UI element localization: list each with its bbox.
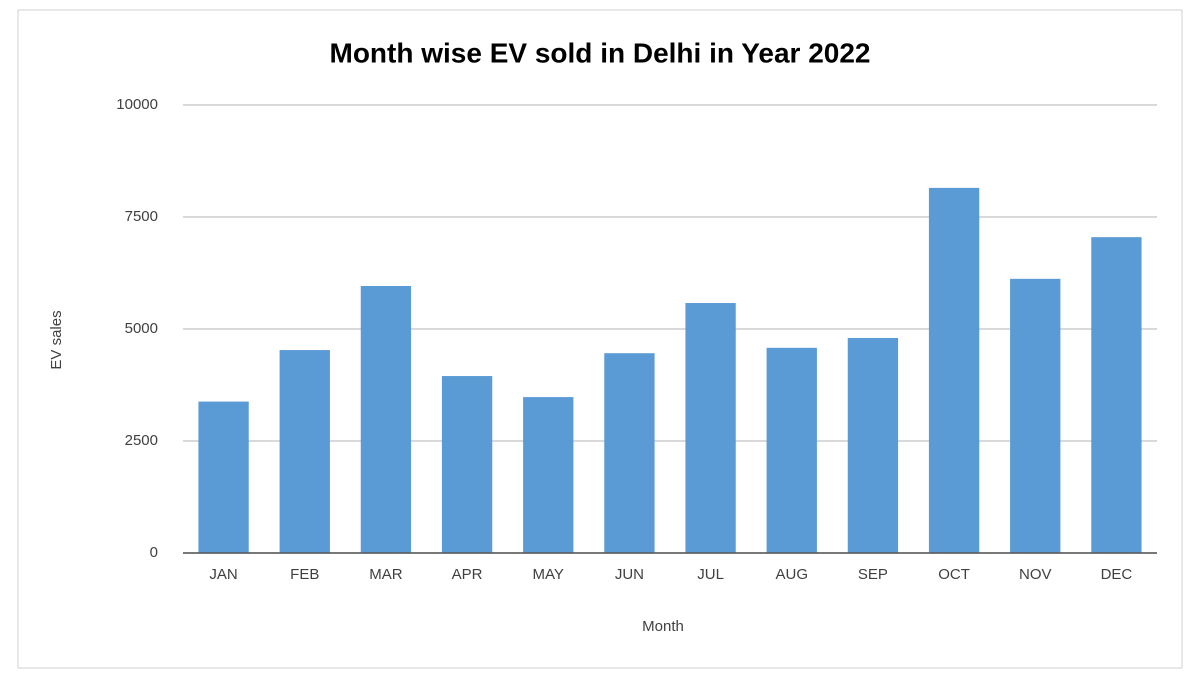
x-tick-label: DEC	[1101, 566, 1133, 583]
x-tick-label: AUG	[775, 566, 808, 583]
bar	[604, 353, 655, 553]
bar	[1091, 237, 1142, 553]
x-axis-label: Month	[642, 618, 684, 635]
y-tick-label: 5000	[125, 320, 158, 337]
y-tick-label: 2500	[125, 432, 158, 449]
y-tick-label: 0	[150, 544, 158, 561]
chart-title: Month wise EV sold in Delhi in Year 2022	[330, 37, 871, 68]
x-tick-label: JUN	[615, 566, 644, 583]
bar	[766, 347, 817, 553]
x-tick-label: JAN	[209, 566, 237, 583]
bar	[1010, 278, 1061, 553]
bar	[360, 285, 412, 553]
bar	[279, 350, 330, 553]
bar	[847, 337, 899, 553]
x-tick-label: SEP	[858, 566, 888, 583]
bar	[928, 187, 980, 553]
bar	[441, 376, 493, 553]
x-tick-label: FEB	[290, 566, 319, 583]
y-axis-label: EV sales	[48, 310, 65, 369]
x-tick-label: MAR	[369, 566, 403, 583]
chart-frame	[17, 9, 1183, 669]
y-tick-label: 7500	[125, 208, 158, 225]
bar	[685, 303, 736, 553]
x-tick-label: JUL	[697, 566, 724, 583]
x-tick-label: APR	[452, 566, 483, 583]
y-tick-label: 10000	[116, 96, 158, 113]
bar	[523, 397, 574, 553]
bar	[198, 401, 249, 553]
x-tick-label: OCT	[938, 566, 970, 583]
x-tick-label: MAY	[533, 566, 564, 583]
x-tick-label: NOV	[1019, 566, 1052, 583]
